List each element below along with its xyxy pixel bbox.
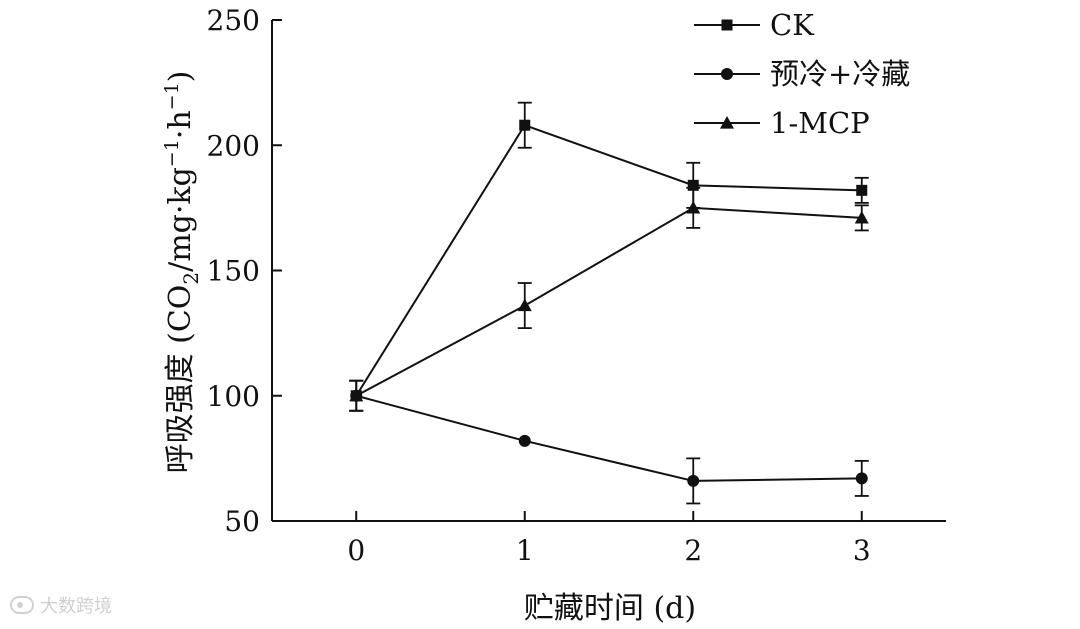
y-tick-label: 50 [224, 505, 260, 538]
data-point [349, 388, 364, 402]
series-line [355, 123, 862, 397]
x-tick-label: 2 [684, 534, 702, 567]
watermark-logo-icon [10, 596, 34, 614]
y-tick-label: 200 [207, 129, 260, 162]
data-point [519, 119, 531, 131]
axes: 50 100 150 200 250 0 1 2 3 [207, 4, 946, 567]
series-line [355, 206, 862, 397]
legend-item: 1-MCP [694, 106, 870, 140]
series-line [355, 394, 862, 482]
y-axis-title: 呼吸强度 (CO2/mg·kg−1·h−1) [161, 71, 203, 474]
legend-label: 1-MCP [770, 106, 870, 140]
legend: CK 预冷+冷藏 1-MCP [694, 8, 910, 140]
x-axis-title: 贮藏时间 (d) [524, 591, 696, 626]
data-point [687, 474, 700, 487]
y-tick-label: 250 [207, 4, 260, 37]
data-point [856, 184, 868, 196]
legend-label: CK [770, 8, 815, 42]
watermark: 大数跨境 [10, 592, 112, 618]
series-square [349, 101, 869, 412]
legend-marker [721, 19, 733, 31]
x-tick-label: 1 [516, 534, 534, 567]
watermark-text: 大数跨境 [40, 596, 112, 617]
data-point [686, 200, 701, 214]
y-tick-label: 150 [207, 255, 260, 288]
series-triangle [349, 186, 869, 412]
legend-marker [720, 116, 734, 129]
data-point [855, 472, 868, 485]
y-tick-label: 100 [207, 380, 260, 413]
legend-marker [721, 68, 733, 80]
legend-item: 预冷+冷藏 [694, 57, 910, 91]
x-tick-label: 3 [853, 534, 871, 567]
data-point [687, 179, 699, 191]
legend-label: 预冷+冷藏 [770, 57, 910, 91]
data-point [518, 434, 531, 447]
series-circle [349, 379, 869, 505]
legend-item: CK [694, 8, 815, 42]
data-point [517, 298, 532, 312]
series-layer [349, 101, 869, 505]
x-tick-label: 0 [347, 534, 365, 567]
data-point [854, 210, 869, 224]
